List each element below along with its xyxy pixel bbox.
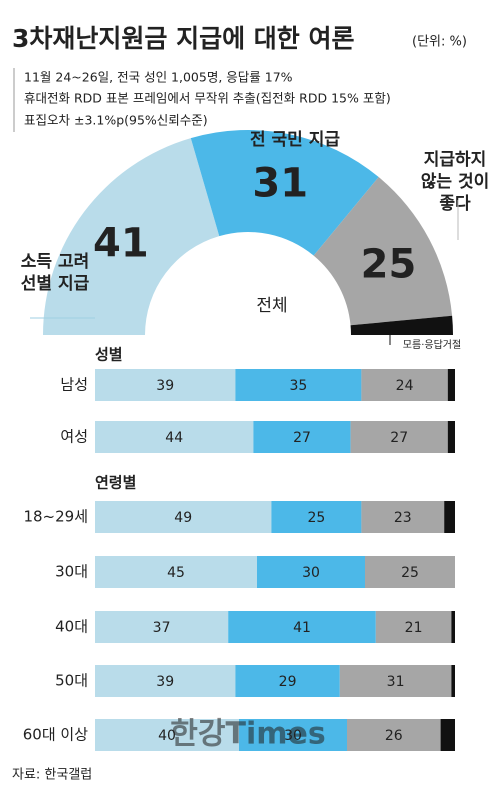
bar-segment: [440, 719, 455, 751]
bar-segment: [95, 719, 239, 751]
row-label: 18~29세: [23, 508, 88, 526]
bar-segment: [228, 611, 376, 643]
bar-value: 45: [167, 565, 185, 581]
bar-segment: [235, 665, 340, 697]
bar-value: 39: [156, 674, 174, 690]
bar-value: 30: [284, 728, 302, 744]
bar-segment: [451, 611, 455, 643]
bar-segment: [95, 556, 257, 588]
donut-segment: [43, 138, 220, 335]
row-label: 40대: [55, 618, 88, 636]
bar-value: 29: [279, 674, 297, 690]
donut-segment: [350, 315, 453, 335]
segment-label: 않는 것이: [421, 172, 489, 192]
donut-segment: [190, 130, 379, 256]
bar-segment: [95, 369, 236, 401]
note: 휴대전화 RDD 표본 프레임에서 무작위 추출(집전화 RDD 15% 포함): [24, 91, 391, 106]
donut-segment: [313, 177, 453, 326]
bar-value: 39: [156, 378, 174, 394]
bar-segment: [271, 501, 362, 533]
segment-value: 25: [361, 242, 417, 288]
segment-label: 전 국민 지급: [250, 130, 340, 150]
bar-value: 24: [396, 378, 414, 394]
segment-label: 소득 고려: [21, 252, 89, 272]
bar-segment: [365, 556, 455, 588]
bar-value: 30: [302, 565, 320, 581]
segment-label: 좋다: [439, 194, 471, 214]
bar-segment: [95, 611, 229, 643]
bar-segment: [444, 501, 455, 533]
row-label: 30대: [55, 563, 88, 581]
row-label: 60대 이상: [23, 726, 88, 744]
bar-segment: [95, 665, 236, 697]
row-label: 여성: [60, 428, 88, 446]
bar-segment: [447, 369, 455, 401]
row-label: 50대: [55, 672, 88, 690]
segment-label: 지급하지: [424, 150, 487, 170]
bar-value: 37: [153, 620, 171, 636]
bar-segment: [350, 421, 448, 453]
row-label: 남성: [60, 376, 88, 394]
note: 표집오차 ±3.1%p(95%신뢰수준): [24, 113, 208, 128]
bar-value: 21: [405, 620, 423, 636]
bar-value: 35: [289, 378, 307, 394]
bar-value: 40: [158, 728, 176, 744]
bar-value: 26: [385, 728, 403, 744]
bar-segment: [257, 556, 365, 588]
bar-segment: [361, 501, 445, 533]
bar-value: 27: [293, 430, 311, 446]
bar-segment: [339, 665, 452, 697]
watermark: 한강Times: [170, 717, 325, 752]
bar-segment: [95, 421, 254, 453]
bar-segment: [235, 369, 362, 401]
bar-value: 44: [165, 430, 183, 446]
group-label: 연령별: [95, 474, 136, 492]
bar-value: 41: [293, 620, 311, 636]
segment-value: 41: [93, 221, 149, 267]
bar-value: 25: [401, 565, 419, 581]
bar-segment: [95, 501, 272, 533]
note: 11월 24~26일, 전국 성인 1,005명, 응답률 17%: [24, 70, 293, 85]
segment-label: 선별 지급: [21, 274, 90, 294]
segment-label: 모름·응답거절: [403, 338, 461, 351]
bar-value: 49: [174, 510, 192, 526]
bar-segment: [361, 369, 448, 401]
bar-segment: [447, 421, 455, 453]
bar-value: 31: [387, 674, 405, 690]
group-label: 성별: [95, 346, 123, 364]
segment-value: 31: [252, 160, 308, 206]
bar-value: 27: [390, 430, 408, 446]
bar-value: 23: [394, 510, 412, 526]
bar-segment: [451, 665, 455, 697]
bar-segment: [253, 421, 351, 453]
bar-segment: [347, 719, 441, 751]
bar-segment: [239, 719, 347, 751]
bar-segment: [375, 611, 452, 643]
unit: (단위: %): [412, 35, 467, 50]
title: 3차재난지원금 지급에 대한 여론: [12, 24, 355, 53]
bar-value: 25: [307, 510, 325, 526]
source: 자료: 한국갤럽: [12, 768, 92, 783]
center-label: 전체: [256, 296, 287, 316]
